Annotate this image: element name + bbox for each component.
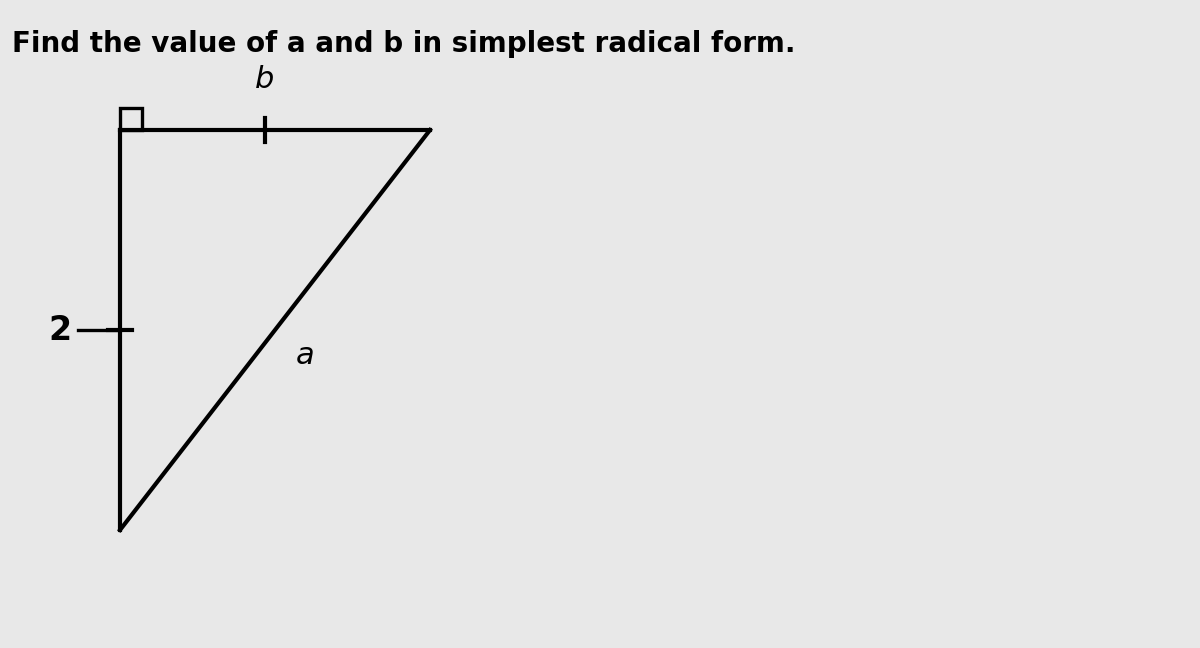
Text: a: a xyxy=(295,340,314,369)
Bar xyxy=(120,108,142,130)
Text: 2: 2 xyxy=(48,314,72,347)
Text: b: b xyxy=(256,65,275,95)
Text: Find the value of a and b in simplest radical form.: Find the value of a and b in simplest ra… xyxy=(12,30,796,58)
